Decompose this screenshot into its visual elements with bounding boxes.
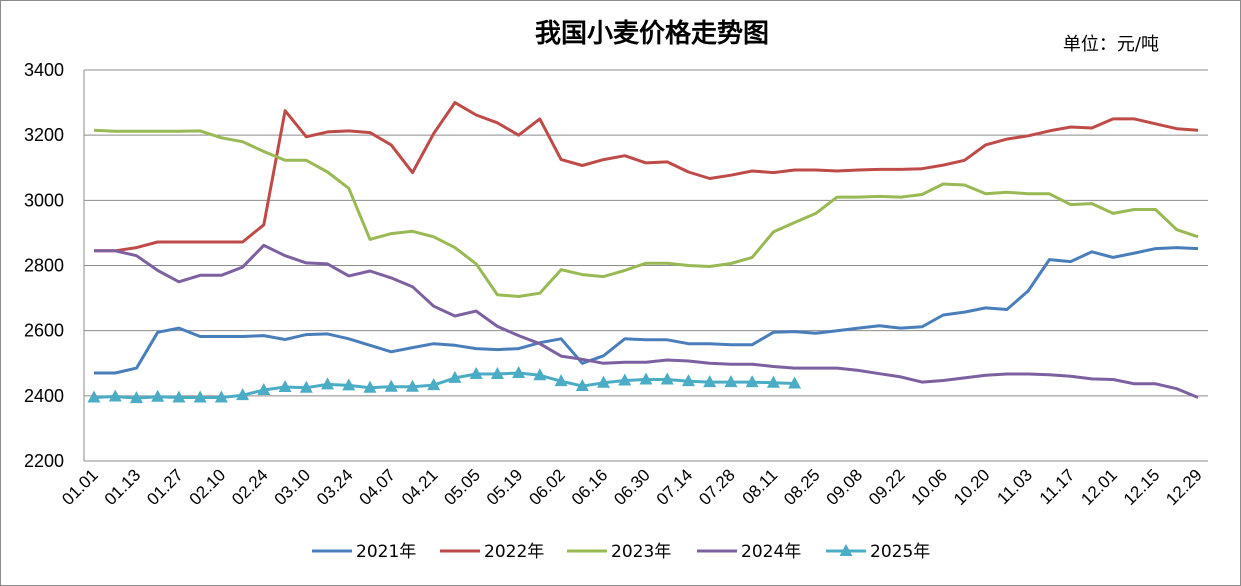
y-tick-label: 2400 [24,386,64,406]
series-point [554,374,568,387]
x-tick-label: 06.30 [610,465,654,509]
x-axis-ticks: 01.0101.1301.2702.1002.2403.1003.2404.07… [58,465,1206,509]
x-tick-label: 09.22 [865,465,909,509]
x-tick-label: 01.13 [101,465,145,509]
x-tick-label: 11.03 [993,465,1036,508]
series-lines [87,101,1199,404]
legend-marker [839,544,853,556]
legend-label: 2022年 [484,542,544,562]
series-line-1 [94,246,1199,375]
series-point [87,390,101,403]
series-point [278,380,292,393]
series-point [172,390,186,403]
y-tick-label: 2800 [24,256,64,276]
series-point [512,366,526,379]
x-tick-label: 12.29 [1162,465,1206,509]
x-tick-label: 04.21 [398,465,442,509]
series-point [724,375,738,388]
legend-item: 2024年 [697,542,801,562]
series-point [597,375,611,388]
series-point [108,389,122,402]
x-tick-label: 08.25 [780,465,824,509]
series-point [129,391,143,404]
legend-item: 2021年 [312,542,416,562]
x-tick-label: 12.15 [1120,465,1164,509]
legend-item: 2023年 [567,542,671,562]
x-tick-label: 01.01 [58,465,102,509]
series-point [703,375,717,388]
legend: 2021年 2022年 2023年 2024年 2025年 [312,542,930,562]
series-point [151,389,165,402]
series-point [342,378,356,391]
x-tick-label: 02.10 [186,465,230,509]
series-point [299,380,313,393]
legend-label: 2024年 [741,542,801,562]
x-tick-label: 03.24 [313,465,357,509]
x-tick-label: 12.01 [1077,465,1121,509]
x-tick-label: 07.28 [695,465,739,509]
series-point [405,379,419,392]
series-point [193,390,207,403]
series-point [618,373,632,386]
series-point [384,379,398,392]
series-point [766,375,780,388]
x-tick-label: 06.02 [525,465,569,509]
y-axis-ticks: 2200 2400 2600 2800 3000 3200 3400 [24,60,64,471]
axes [83,70,1208,462]
chart-title: 我国小麦价格走势图 [535,18,769,49]
x-tick-label: 05.19 [483,465,527,509]
series-point [363,380,377,393]
x-tick-label: 06.16 [568,465,612,509]
series-point [681,374,695,387]
legend-label: 2025年 [870,542,930,562]
y-tick-label: 2200 [24,451,64,471]
unit-label: 单位：元/吨 [1063,34,1159,55]
series-point [469,367,483,380]
x-tick-label: 11.17 [1036,465,1079,508]
series-point [533,368,547,381]
series-line-3 [93,128,1199,298]
legend-label: 2023年 [611,542,671,562]
series-point [257,382,271,395]
y-tick-label: 3200 [24,125,64,145]
series-point [788,376,802,389]
series-point [639,372,653,385]
x-tick-label: 01.27 [143,465,187,509]
x-tick-label: 09.08 [823,465,867,509]
series-point [490,367,504,380]
series-line-5 [93,371,795,400]
legend-item: 2022年 [440,542,544,562]
series-point [214,390,228,403]
y-tick-label: 3400 [24,60,64,80]
x-tick-label: 07.14 [653,465,697,509]
series-point [660,372,674,385]
x-tick-label: 10.20 [950,465,994,509]
series-line-2 [94,101,1199,253]
series-line-4 [94,243,1199,399]
legend-item: 2025年 [826,542,930,562]
x-tick-label: 08.11 [739,465,782,508]
series-point [236,388,250,401]
x-tick-label: 04.07 [356,465,400,509]
x-tick-label: 05.05 [440,465,484,509]
x-tick-label: 03.10 [271,465,315,509]
x-tick-label: 10.06 [908,465,952,509]
gridlines [84,69,1208,397]
legend-label: 2021年 [356,542,416,562]
y-tick-label: 3000 [24,190,64,210]
series-point [745,375,759,388]
series-point [575,379,589,392]
x-tick-label: 02.24 [228,465,272,509]
series-point [448,370,462,383]
series-point [321,377,335,390]
series-point [427,378,441,391]
y-tick-label: 2600 [24,321,64,341]
